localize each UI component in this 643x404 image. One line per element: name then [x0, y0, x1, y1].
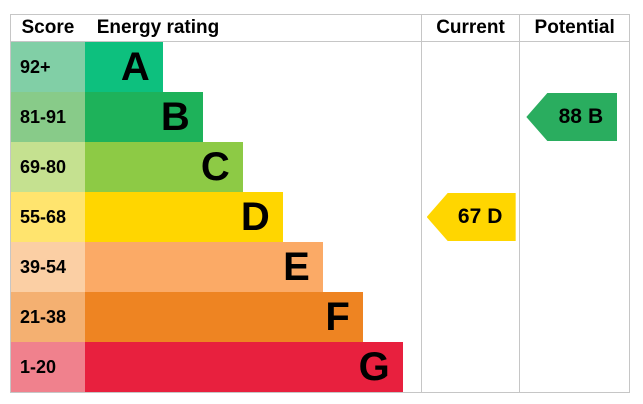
band-letter: D [240, 195, 270, 239]
band-row: 92+ A [11, 42, 629, 92]
current-rating-value: 67 [457, 205, 482, 228]
score-range-cell: 92+ [11, 42, 85, 92]
energy-rating-cell: A [84, 42, 421, 92]
current-cell [420, 92, 520, 142]
energy-rating-cell: C [84, 142, 421, 192]
band-row: 21-38 F [11, 292, 629, 342]
potential-cell [519, 342, 629, 392]
score-range-label: 21-38 [20, 306, 67, 327]
current-cell: 67 D [420, 192, 520, 242]
band-row: 39-54 E [11, 242, 629, 292]
score-range-cell: 1-20 [11, 342, 85, 392]
current-column-header: Current [420, 15, 520, 41]
potential-column-header: Potential [519, 15, 629, 41]
score-range-cell: 81-91 [11, 92, 85, 142]
chart-header-row: Score Energy rating Current Potential [11, 15, 629, 42]
potential-cell [519, 142, 629, 192]
score-range-cell: 21-38 [11, 292, 85, 342]
potential-cell: 88 B [519, 92, 629, 142]
rating-bar: F [84, 292, 363, 342]
current-rating-arrow: 67 D [426, 193, 516, 241]
current-cell [420, 142, 520, 192]
rating-bar: G [84, 342, 403, 392]
current-cell [420, 42, 520, 92]
potential-cell [519, 242, 629, 292]
potential-rating-arrow: 88 B [526, 93, 618, 141]
band-row: 55-68 D 67 D [11, 192, 629, 242]
band-rows: 92+ A 81-91 B 88 B 69-80 C [11, 42, 629, 392]
rating-bar: C [84, 142, 243, 192]
rating-bar: A [84, 42, 163, 92]
energy-rating-column-header: Energy rating [96, 17, 220, 38]
score-range-cell: 69-80 [11, 142, 85, 192]
score-range-label: 69-80 [20, 156, 67, 177]
energy-rating-cell: G [84, 342, 421, 392]
potential-rating-value: 88 [558, 105, 582, 128]
current-rating-band: D [487, 205, 503, 228]
rating-bar: B [84, 92, 203, 142]
current-cell [420, 342, 520, 392]
score-range-label: 39-54 [20, 256, 67, 277]
score-range-cell: 39-54 [11, 242, 85, 292]
rating-bar: E [84, 242, 323, 292]
score-range-label: 92+ [20, 56, 51, 77]
score-range-label: 55-68 [20, 206, 67, 227]
band-letter: A [120, 45, 150, 89]
energy-rating-cell: E [84, 242, 421, 292]
score-column-header: Score [21, 17, 75, 38]
current-cell [420, 292, 520, 342]
band-letter: F [325, 295, 350, 339]
band-letter: C [200, 145, 230, 189]
energy-rating-cell: D [84, 192, 421, 242]
energy-rating-cell: F [84, 292, 421, 342]
band-row: 1-20 G [11, 342, 629, 392]
potential-rating-band: B [587, 105, 604, 128]
current-cell [420, 242, 520, 292]
band-letter: E [283, 245, 310, 289]
band-row: 69-80 C [11, 142, 629, 192]
band-letter: B [160, 95, 190, 139]
score-range-cell: 55-68 [11, 192, 85, 242]
potential-cell [519, 192, 629, 242]
rating-bar: D [84, 192, 283, 242]
band-row: 81-91 B 88 B [11, 92, 629, 142]
potential-cell [519, 42, 629, 92]
score-range-label: 81-91 [20, 106, 67, 127]
potential-cell [519, 292, 629, 342]
score-range-label: 1-20 [20, 356, 57, 377]
energy-rating-cell: B [84, 92, 421, 142]
band-letter: G [358, 345, 390, 389]
epc-energy-rating-chart: Score Energy rating Current Potential 92… [10, 14, 630, 393]
